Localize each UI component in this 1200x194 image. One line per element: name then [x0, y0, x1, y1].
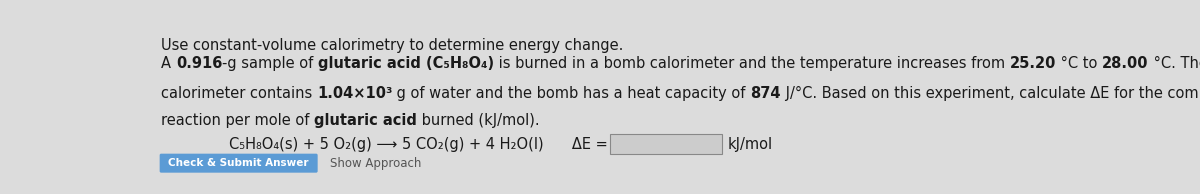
Text: is burned in a bomb calorimeter and the temperature increases from: is burned in a bomb calorimeter and the … [494, 56, 1010, 71]
Text: A: A [161, 56, 175, 71]
Text: Show Approach: Show Approach [330, 157, 421, 170]
Text: 0.916: 0.916 [175, 56, 222, 71]
Text: burned (kJ/mol).: burned (kJ/mol). [418, 113, 540, 128]
FancyBboxPatch shape [160, 154, 318, 173]
Text: C₅H₈O₄(s) + 5 O₂(g) ⟶ 5 CO₂(g) + 4 H₂O(l): C₅H₈O₄(s) + 5 O₂(g) ⟶ 5 CO₂(g) + 4 H₂O(l… [229, 137, 544, 152]
Text: 1.04×10³: 1.04×10³ [317, 86, 392, 101]
Text: glutaric acid (C₅H₈O₄): glutaric acid (C₅H₈O₄) [318, 56, 494, 71]
Text: Check & Submit Answer: Check & Submit Answer [168, 158, 308, 168]
Text: 28.00: 28.00 [1103, 56, 1148, 71]
Text: reaction per mole of: reaction per mole of [161, 113, 314, 128]
Text: glutaric acid: glutaric acid [314, 113, 418, 128]
Text: calorimeter contains: calorimeter contains [161, 86, 317, 101]
Text: kJ/mol: kJ/mol [727, 137, 773, 152]
Text: °C to: °C to [1056, 56, 1103, 71]
Text: g of water and the bomb has a heat capacity of: g of water and the bomb has a heat capac… [392, 86, 750, 101]
Text: 874: 874 [750, 86, 781, 101]
Text: Use constant-volume calorimetry to determine energy change.: Use constant-volume calorimetry to deter… [161, 38, 624, 53]
Text: °C. The: °C. The [1148, 56, 1200, 71]
FancyBboxPatch shape [611, 134, 722, 154]
Text: -g sample of: -g sample of [222, 56, 318, 71]
Text: 25.20: 25.20 [1010, 56, 1056, 71]
Text: J/°C. Based on this experiment, calculate ΔE for the combustion: J/°C. Based on this experiment, calculat… [781, 86, 1200, 101]
Text: ΔE =: ΔE = [558, 137, 607, 152]
